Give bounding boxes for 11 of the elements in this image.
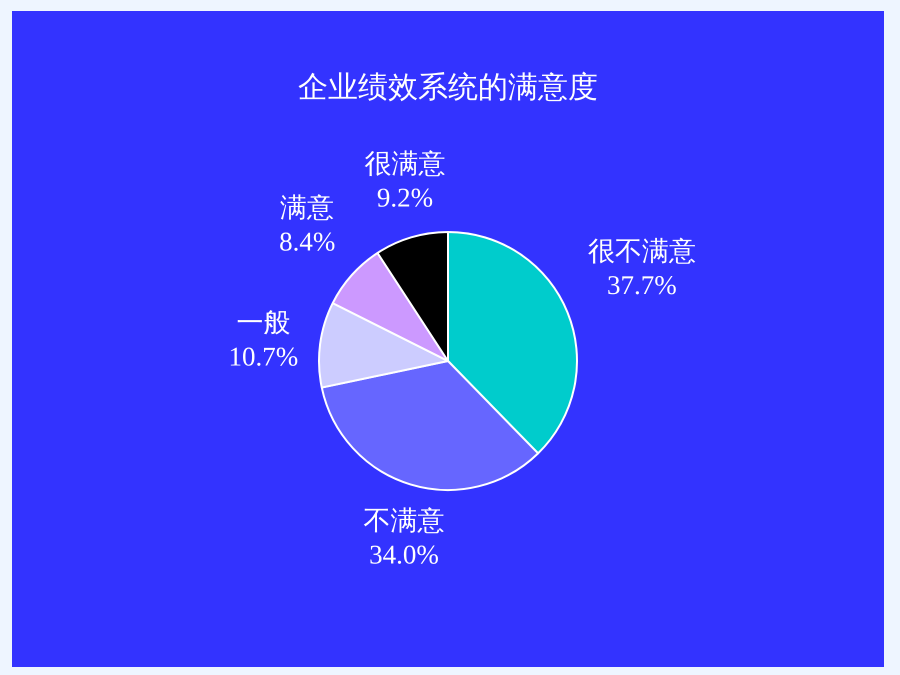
data-label: 37.7%	[606, 270, 677, 300]
data-label: 9.2%	[376, 182, 434, 212]
slice-label: 满意	[280, 192, 334, 223]
slice-label: 很满意	[364, 148, 446, 178]
data-label: 34.0%	[369, 540, 439, 570]
data-label: 10.7%	[228, 342, 298, 372]
slice-label: 不满意	[364, 506, 445, 536]
data-label: 8.4%	[279, 226, 336, 257]
slice-label: 很不满意	[588, 236, 696, 266]
chart-title: 企业绩效系统的满意度	[298, 70, 598, 104]
slice-label: 一般	[236, 308, 290, 338]
